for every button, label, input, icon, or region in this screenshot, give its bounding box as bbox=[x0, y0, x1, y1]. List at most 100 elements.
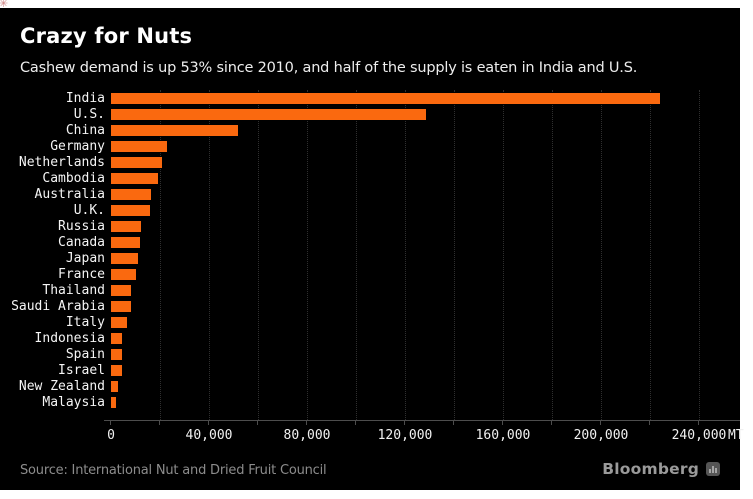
bar-track bbox=[111, 220, 740, 232]
category-label-canada: Canada bbox=[58, 234, 105, 250]
bar-spain bbox=[111, 348, 122, 360]
x-tick-label: 80,000 bbox=[283, 428, 331, 443]
bloomberg-brand: Bloomberg bbox=[602, 460, 720, 478]
bar-u-s bbox=[111, 108, 426, 120]
gridline bbox=[209, 90, 210, 420]
category-label-russia: Russia bbox=[58, 218, 105, 234]
category-label-thailand: Thailand bbox=[42, 282, 105, 298]
category-label-india: India bbox=[65, 90, 105, 106]
x-tick-label: 200,000 bbox=[573, 428, 629, 443]
chart-row: Spain bbox=[0, 346, 740, 362]
bar-indonesia bbox=[111, 332, 122, 344]
bar-track bbox=[111, 396, 740, 408]
chart-row: Saudi Arabia bbox=[0, 298, 740, 314]
bar-japan bbox=[111, 252, 139, 264]
chart-panel: Crazy for Nuts Cashew demand is up 53% s… bbox=[0, 8, 744, 490]
chart-row: Netherlands bbox=[0, 154, 740, 170]
x-axis-baseline bbox=[104, 420, 740, 421]
axis-tick bbox=[257, 421, 258, 425]
bar-track bbox=[111, 380, 740, 392]
axis-tick bbox=[453, 421, 454, 425]
bar-australia bbox=[111, 188, 152, 200]
bar-canada bbox=[111, 236, 140, 248]
category-label-germany: Germany bbox=[50, 138, 105, 154]
bar-china bbox=[111, 124, 239, 136]
bar-track bbox=[111, 172, 740, 184]
bloomberg-wordmark: Bloomberg bbox=[602, 460, 699, 478]
chart-row: Thailand bbox=[0, 282, 740, 298]
bar-track bbox=[111, 140, 740, 152]
bar-track bbox=[111, 300, 740, 312]
category-label-u-s: U.S. bbox=[73, 106, 105, 122]
chart-row: Indonesia bbox=[0, 330, 740, 346]
bar-israel bbox=[111, 364, 122, 376]
bar-track bbox=[111, 108, 740, 120]
gridline bbox=[307, 90, 308, 420]
axis-tick bbox=[649, 421, 650, 425]
screenshot-artifact-mark: ✳ bbox=[0, 0, 9, 10]
chart-row: Japan bbox=[0, 250, 740, 266]
chart-row: China bbox=[0, 122, 740, 138]
bar-track bbox=[111, 348, 740, 360]
bar-russia bbox=[111, 220, 141, 232]
bar-track bbox=[111, 316, 740, 328]
chart-row: Malaysia bbox=[0, 394, 740, 410]
gridline bbox=[405, 90, 406, 420]
category-label-spain: Spain bbox=[65, 346, 105, 362]
chart-row: Israel bbox=[0, 362, 740, 378]
gridline bbox=[552, 90, 553, 420]
chart-row: Russia bbox=[0, 218, 740, 234]
axis-tick bbox=[502, 421, 503, 425]
category-label-new-zealand: New Zealand bbox=[18, 378, 105, 394]
bar-india bbox=[111, 92, 660, 104]
bar-netherlands bbox=[111, 156, 163, 168]
bar-germany bbox=[111, 140, 168, 152]
category-label-saudi-arabia: Saudi Arabia bbox=[11, 298, 105, 314]
bar-track bbox=[111, 268, 740, 280]
category-label-netherlands: Netherlands bbox=[18, 154, 105, 170]
gridline bbox=[356, 90, 357, 420]
category-label-australia: Australia bbox=[34, 186, 105, 202]
axis-tick bbox=[355, 421, 356, 425]
bar-track bbox=[111, 124, 740, 136]
gridline bbox=[503, 90, 504, 420]
gridline bbox=[699, 90, 700, 420]
category-label-china: China bbox=[65, 122, 105, 138]
chart-row: India bbox=[0, 90, 740, 106]
x-tick-label: 240,000 bbox=[671, 428, 727, 443]
bar-track bbox=[111, 188, 740, 200]
gridline bbox=[454, 90, 455, 420]
chart-row: Germany bbox=[0, 138, 740, 154]
category-label-israel: Israel bbox=[58, 362, 105, 378]
axis-tick bbox=[159, 421, 160, 425]
axis-tick bbox=[306, 421, 307, 425]
bar-malaysia bbox=[111, 396, 117, 408]
category-label-cambodia: Cambodia bbox=[42, 170, 105, 186]
bar-cambodia bbox=[111, 172, 158, 184]
category-label-indonesia: Indonesia bbox=[34, 330, 105, 346]
chart-row: Italy bbox=[0, 314, 740, 330]
bar-track bbox=[111, 364, 740, 376]
x-tick-label: 120,000 bbox=[377, 428, 433, 443]
x-tick-label: 40,000 bbox=[185, 428, 233, 443]
bar-track bbox=[111, 252, 740, 264]
bar-saudi-arabia bbox=[111, 300, 132, 312]
chart-row: Australia bbox=[0, 186, 740, 202]
category-label-italy: Italy bbox=[65, 314, 105, 330]
axis-tick bbox=[110, 421, 111, 425]
bar-france bbox=[111, 268, 136, 280]
bar-u-k bbox=[111, 204, 151, 216]
axis-tick bbox=[404, 421, 405, 425]
bar-track bbox=[111, 236, 740, 248]
chart-row: Canada bbox=[0, 234, 740, 250]
category-label-malaysia: Malaysia bbox=[42, 394, 105, 410]
bar-track bbox=[111, 156, 740, 168]
chart-row: France bbox=[0, 266, 740, 282]
x-axis-unit: MT bbox=[728, 428, 744, 443]
bar-thailand bbox=[111, 284, 132, 296]
x-tick-label: 160,000 bbox=[475, 428, 531, 443]
gridline bbox=[601, 90, 602, 420]
chart-row: New Zealand bbox=[0, 378, 740, 394]
bar-track bbox=[111, 332, 740, 344]
plot-area: India U.S. China Germany Netherlands Cambodia… bbox=[0, 90, 740, 420]
